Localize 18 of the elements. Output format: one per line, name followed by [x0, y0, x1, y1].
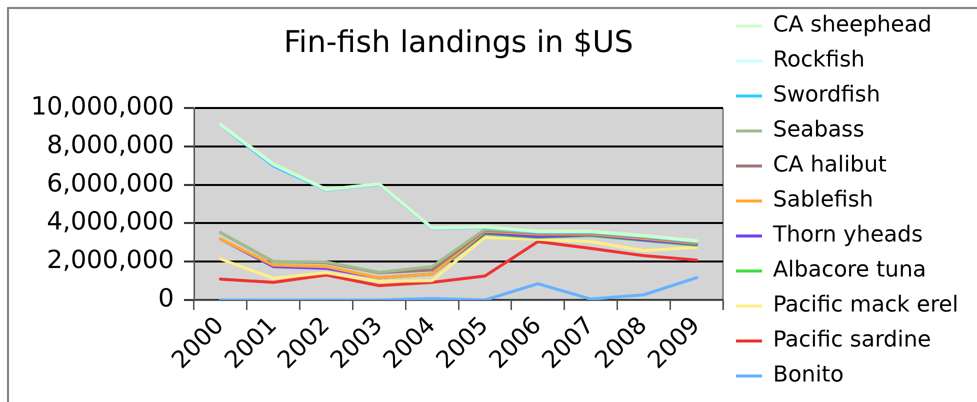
legend-label: Rockfish: [773, 48, 865, 73]
y-tick-label: 6,000,000: [46, 168, 174, 198]
y-tick-label: 8,000,000: [46, 130, 174, 159]
legend-label: CA halibut: [773, 152, 887, 178]
legend-label: Thorn yheads: [772, 222, 923, 248]
legend-label: Sablefish: [773, 188, 874, 213]
y-tick-label: 10,000,000: [30, 92, 174, 120]
y-tick-label: 4,000,000: [46, 206, 174, 236]
legend-label: Albacore tuna: [773, 258, 926, 283]
y-tick-label: 2,000,000: [46, 245, 174, 274]
legend-label: Bonito: [773, 362, 844, 388]
chart-title: Fin-fish landings in $US: [284, 24, 634, 60]
y-tick-label: 0: [158, 284, 174, 312]
legend-label: Seabass: [773, 118, 864, 143]
legend-label: Pacific mack erel: [773, 292, 958, 318]
legend-label: CA sheephead: [773, 12, 932, 38]
legend-label: Pacific sardine: [773, 328, 932, 353]
legend-label: Swordfish: [773, 82, 880, 108]
